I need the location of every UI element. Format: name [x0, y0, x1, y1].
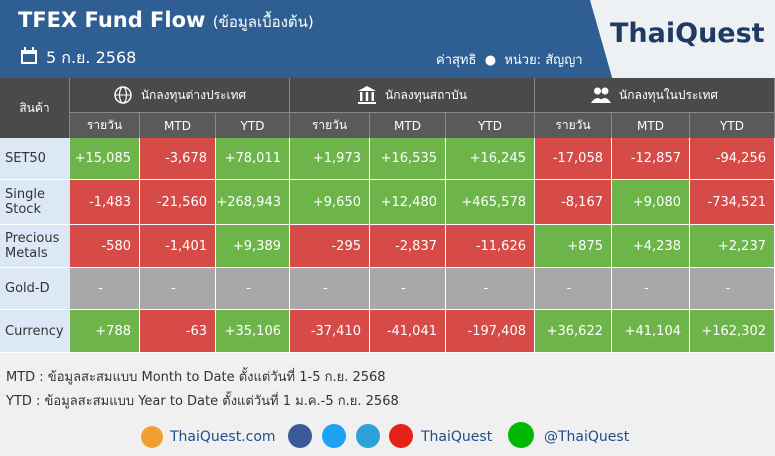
column-header: MTD [370, 112, 446, 138]
value-cell: -41,041 [370, 310, 446, 353]
value-cell: +2,237 [690, 225, 775, 268]
row-label: Gold-D [0, 268, 70, 310]
value-cell: -2,837 [370, 225, 446, 268]
value-cell: -94,256 [690, 138, 775, 180]
value-cell: -12,857 [612, 138, 690, 180]
value-cell: - [690, 268, 775, 310]
unit: หน่วย: สัญญา [504, 53, 583, 68]
value-cell: -37,410 [290, 310, 370, 353]
value-cell: +41,104 [612, 310, 690, 353]
column-header: YTD [690, 112, 775, 138]
value-cell: +162,302 [690, 310, 775, 353]
value-cell: +1,973 [290, 138, 370, 180]
group-label: นักลงทุนในประเทศ [619, 87, 718, 102]
logo-area [590, 0, 775, 78]
line-icon [508, 422, 534, 448]
value-cell: +875 [535, 225, 612, 268]
value-cell: - [70, 268, 140, 310]
calendar-icon [21, 47, 37, 64]
value-cell: +15,085 [70, 138, 140, 180]
value-cell: - [446, 268, 535, 310]
value-cell: - [535, 268, 612, 310]
value-cell: - [140, 268, 216, 310]
value-cell: +788 [70, 310, 140, 353]
value-cell: +35,106 [216, 310, 290, 353]
value-cell: -295 [290, 225, 370, 268]
value-cell: -734,521 [690, 180, 775, 225]
value-cell: +16,535 [370, 138, 446, 180]
link-youtube[interactable]: ThaiQuest [421, 429, 493, 445]
row-label: Precious Metals [0, 225, 70, 268]
date: 5 ก.ย. 2568 [46, 48, 137, 67]
column-header: MTD [140, 112, 216, 138]
value-cell: +4,238 [612, 225, 690, 268]
value-cell: +465,578 [446, 180, 535, 225]
note: ค่าสุทธิ [436, 53, 477, 68]
footer-note-1: MTD : ข้อมูลสะสมแบบ Month to Date ตั้งแต… [6, 370, 386, 385]
group-label: นักลงทุนสถาบัน [385, 87, 467, 102]
row-label: Currency [0, 310, 70, 353]
column-header: รายวัน [535, 112, 612, 138]
title: TFEX Fund Flow (ข้อมูลเบื้องต้น) [18, 8, 314, 34]
value-cell: +9,389 [216, 225, 290, 268]
value-cell: -8,167 [535, 180, 612, 225]
value-cell: -580 [70, 225, 140, 268]
group-icon [358, 86, 377, 104]
value-cell: -1,483 [70, 180, 140, 225]
row-label: SET50 [0, 138, 70, 180]
value-cell: +12,480 [370, 180, 446, 225]
group-header: นักลงทุนสถาบัน [290, 78, 535, 112]
web-icon [141, 426, 163, 448]
footer-note-2: YTD : ข้อมูลสะสมแบบ Year to Date ตั้งแต่… [6, 394, 399, 409]
value-cell: - [216, 268, 290, 310]
column-header: รายวัน [290, 112, 370, 138]
value-cell: +9,080 [612, 180, 690, 225]
value-cell: -1,401 [140, 225, 216, 268]
value-cell: +9,650 [290, 180, 370, 225]
column-header: YTD [446, 112, 535, 138]
subtitle: (ข้อมูลเบื้องต้น) [212, 13, 314, 31]
value-cell: - [370, 268, 446, 310]
social-icons [288, 424, 413, 448]
value-cell: +16,245 [446, 138, 535, 180]
value-cell: +36,622 [535, 310, 612, 353]
net-note: ค่าสุทธิ ● หน่วย: สัญญา [436, 53, 583, 68]
value-cell: +78,011 [216, 138, 290, 180]
link-line[interactable]: @ThaiQuest [544, 429, 630, 445]
value-cell: +268,943 [216, 180, 290, 225]
group-icon [114, 86, 132, 104]
value-cell: -21,560 [140, 180, 216, 225]
column-header: YTD [216, 112, 290, 138]
product-header: สินค้า [0, 78, 70, 138]
logo: ThaiQuest [610, 18, 765, 49]
group-label: นักลงทุนต่างประเทศ [140, 87, 247, 102]
value-cell: -17,058 [535, 138, 612, 180]
column-header: MTD [612, 112, 690, 138]
value-cell: -197,408 [446, 310, 535, 353]
title-text: TFEX Fund Flow [18, 8, 206, 32]
value-cell: -11,626 [446, 225, 535, 268]
value-cell: -63 [140, 310, 216, 353]
column-header: รายวัน [70, 112, 140, 138]
value-cell: - [290, 268, 370, 310]
group-icon [591, 87, 611, 103]
group-header: นักลงทุนในประเทศ [535, 78, 775, 112]
value-cell: -3,678 [140, 138, 216, 180]
value-cell: - [612, 268, 690, 310]
group-header: นักลงทุนต่างประเทศ [70, 78, 290, 112]
link-web[interactable]: ThaiQuest.com [170, 429, 276, 445]
row-label: Single Stock [0, 180, 70, 225]
